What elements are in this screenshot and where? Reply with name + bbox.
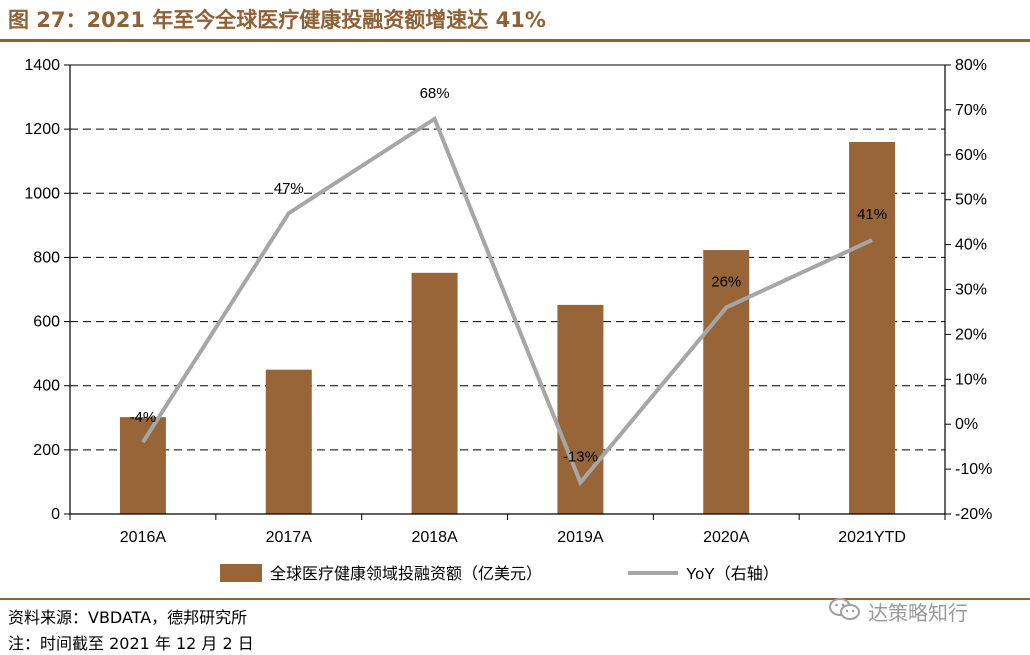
yoy-line — [141, 115, 873, 487]
bar — [411, 272, 458, 514]
right-axis-tick-label: -20% — [955, 506, 992, 523]
bar — [849, 141, 896, 514]
title-divider — [0, 39, 1030, 42]
x-axis-tick-label: 2017A — [266, 529, 313, 546]
legend: 全球医疗健康领域投融资额（亿美元） YoY（右轴） — [220, 564, 779, 583]
line-data-label: -13% — [563, 449, 598, 466]
chart-area: 0 200 400 600 800 1000 1200 1400 -20% -10% 0% 10% 20… — [24, 57, 992, 583]
figure-title: 图 27：2021 年至今全球医疗健康投融资额增速达 41% — [8, 8, 546, 32]
legend-bar-label: 全球医疗健康领域投融资额（亿美元） — [270, 565, 542, 583]
right-axis-tick-label: 60% — [955, 147, 987, 164]
right-axis-tick-label: 30% — [955, 282, 987, 299]
watermark-text: 达策略知行 — [868, 600, 968, 625]
bar — [119, 417, 166, 514]
left-axis-tick-label: 400 — [33, 378, 60, 395]
wechat-icon — [828, 597, 862, 626]
footer-divider — [0, 598, 1030, 600]
line-data-label: 26% — [711, 273, 741, 290]
line-series — [141, 115, 873, 487]
x-axis-tick-label: 2016A — [120, 529, 167, 546]
gridlines — [70, 64, 945, 451]
x-axis-tick-label: 2019A — [557, 529, 604, 546]
right-axis-tick-label: 40% — [955, 237, 987, 254]
bar-series — [119, 141, 896, 515]
line-data-label: 68% — [420, 85, 450, 102]
axes: 0 200 400 600 800 1000 1200 1400 -20% -10% 0% 10% 20… — [24, 57, 992, 546]
left-axis-tick-label: 800 — [33, 249, 60, 266]
source-note: 资料来源：VBDATA，德邦研究所 — [8, 608, 248, 627]
left-axis-tick-label: 1400 — [24, 57, 60, 74]
bar — [703, 250, 750, 515]
right-axis-tick-label: 70% — [955, 102, 987, 119]
right-axis-tick-label: -10% — [955, 461, 992, 478]
data-labels: -4% 47% 68% -13% 26% 41% — [130, 85, 888, 466]
right-axis-tick-label: 20% — [955, 326, 987, 343]
left-axis-tick-label: 1000 — [24, 185, 60, 202]
right-axis-tick-label: 10% — [955, 371, 987, 388]
left-axis-tick-label: 600 — [33, 314, 60, 331]
watermark: 达策略知行 — [828, 597, 968, 626]
right-axis-tick-label: 0% — [955, 416, 978, 433]
line-data-label: 47% — [274, 180, 304, 197]
left-axis-tick-label: 1200 — [24, 121, 60, 138]
legend-bar-swatch — [220, 564, 262, 582]
bar — [265, 369, 312, 514]
line-data-label: -4% — [130, 409, 157, 426]
x-axis-tick-label: 2018A — [411, 529, 458, 546]
right-axis-tick-label: 50% — [955, 192, 987, 209]
line-data-label: 41% — [857, 206, 887, 223]
x-axis-tick-label: 2020A — [703, 529, 750, 546]
right-axis-tick-label: 80% — [955, 57, 987, 74]
left-axis-tick-label: 200 — [33, 442, 60, 459]
left-axis-tick-label: 0 — [51, 506, 60, 523]
date-note: 注：时间截至 2021 年 12 月 2 日 — [8, 634, 254, 653]
x-axis-tick-label: 2021YTD — [838, 529, 906, 546]
legend-line-label: YoY（右轴） — [686, 565, 779, 583]
